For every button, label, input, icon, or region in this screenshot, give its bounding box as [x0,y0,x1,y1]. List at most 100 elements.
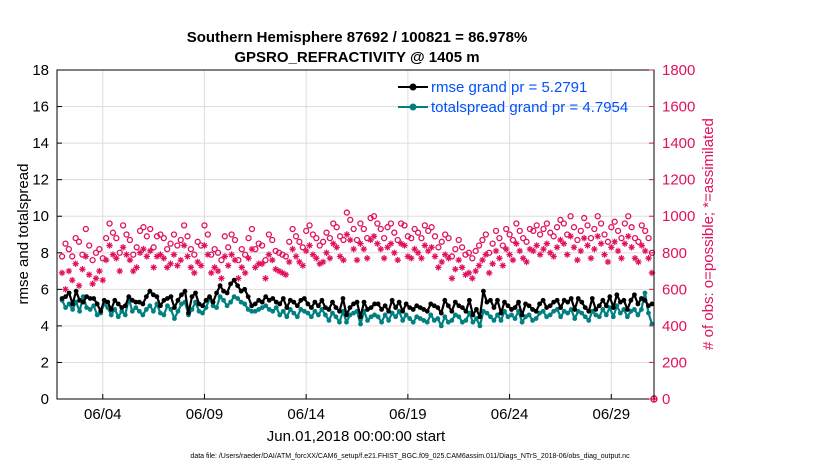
rmse-point [326,307,332,312]
rmse-point [575,296,581,301]
rmse-point [358,314,363,320]
rmse-point [70,301,76,307]
possible-obs-point [489,240,496,247]
totalspread-point [572,316,578,321]
legend-rmse-marker [409,83,417,91]
assimilated-obs-point [638,242,645,249]
assimilated-obs-point [252,264,259,271]
assimilated-obs-point [238,264,245,271]
assimilated-obs-point [116,267,123,275]
totalspread-point [249,308,255,314]
rmse-point [284,305,290,311]
rmse-point [642,297,648,303]
totalspread-point [424,319,430,325]
totalspread-point [284,314,290,320]
assimilated-obs-point [597,240,605,247]
rmse-point [519,312,525,318]
rmse-point [294,303,300,309]
rmse-point [228,281,234,287]
assimilated-obs-point [204,251,212,258]
rmse-point [333,305,339,311]
rmse-point [466,297,472,303]
possible-obs-point [435,244,442,251]
assimilated-obs-point [150,264,157,271]
assimilated-obs-point [174,262,181,269]
possible-obs-point [347,216,354,224]
assimilated-obs-point [299,262,306,269]
possible-obs-point [448,253,456,260]
rmse-point [540,297,546,303]
assimilated-obs-point [123,251,130,258]
left-axis-label: rmse and totalspread [15,164,32,305]
totalspread-point [323,312,328,318]
assimilated-obs-point [275,267,283,275]
assimilated-obs-point [618,255,625,262]
assimilated-obs-point [384,244,391,251]
rmse-point [98,308,104,314]
rmse-point [80,299,86,305]
possible-obs-point [140,224,147,231]
assimilated-obs-point [441,251,449,258]
rmse-point [186,310,191,316]
rmse-point [449,308,455,314]
rmse-point [547,303,553,309]
assimilated-obs-point [228,251,235,258]
assimilated-obs-point [543,240,551,247]
rmse-point [586,308,592,314]
rmse-point [182,288,188,294]
assimilated-obs-point [130,267,137,275]
totalspread-point [129,308,135,314]
assimilated-obs-point [340,256,347,264]
rmse-point [126,294,132,300]
possible-obs-point [353,236,361,244]
possible-obs-point [113,235,120,242]
rmse-point [400,308,406,314]
rmse-point [589,296,595,301]
legend: rmse grand pr = 5.2791 totalspread grand… [398,79,628,116]
rmse-point [319,297,325,303]
assimilated-obs-point [99,276,106,284]
rmse-point [621,297,627,303]
totalspread-point [579,310,585,316]
totalspread-point [435,316,441,321]
totalspread-point [161,312,167,318]
assimilated-obs-point [397,240,405,247]
possible-obs-point [469,255,476,262]
assimilated-obs-point [465,269,473,277]
possible-obs-point [191,251,198,258]
assimilated-obs-point [648,269,656,277]
assimilated-obs-point [350,245,357,253]
possible-obs-point [394,236,401,244]
totalspread-point [308,314,314,320]
rmse-point [73,288,79,294]
rmse-point [330,299,335,305]
possible-obs-point [492,227,500,234]
totalspread-point [305,310,311,316]
possible-obs-point [106,220,113,227]
right-tick-label: 800 [662,245,687,262]
assimilated-obs-point [319,258,327,266]
assimilated-obs-point [336,253,344,260]
rmse-point [558,305,564,311]
rmse-point [312,299,318,305]
possible-obs-point [228,231,235,238]
possible-obs-point [319,238,327,245]
totalspread-point [600,307,606,312]
rmse-point [308,305,314,311]
totalspread-point [189,307,195,312]
possible-obs-point [109,229,117,236]
possible-obs-point [340,236,347,244]
possible-obs-point [625,213,632,220]
assimilated-obs-point [221,253,229,260]
assimilated-obs-point [567,233,574,240]
assimilated-obs-point [438,258,445,266]
possible-obs-point [170,231,178,238]
rmse-point [375,301,381,307]
possible-obs-point [597,220,605,227]
totalspread-point [547,312,553,318]
rmse-point [488,297,493,303]
possible-obs-point [75,238,83,245]
totalspread-point [147,303,153,309]
rmse-point [122,303,128,309]
assimilated-obs-point [614,247,622,255]
